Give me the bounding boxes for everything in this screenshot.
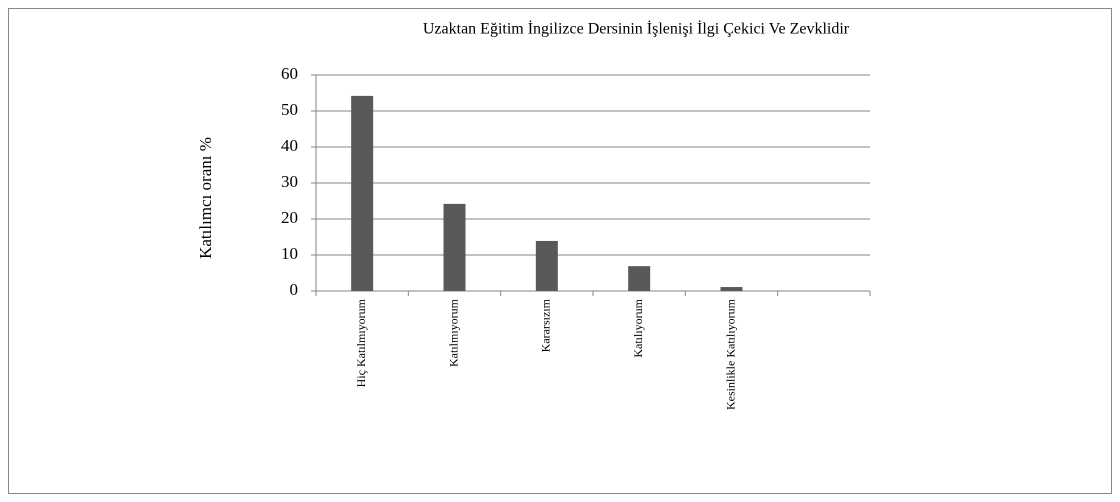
x-tick-label: Hiç Katılmıyorum	[354, 298, 368, 387]
y-tick-label: 10	[281, 244, 298, 263]
x-tick-label: Kesinlikle Katılıyorum	[723, 298, 737, 410]
bar	[628, 266, 651, 291]
bar	[535, 240, 558, 291]
bar	[351, 95, 374, 291]
chart-title: Uzaktan Eğitim İngilizce Dersinin İşleni…	[423, 20, 850, 38]
x-tick-label: Katılıyorum	[631, 298, 645, 357]
y-tick-label: 0	[290, 280, 299, 299]
y-tick-label: 60	[281, 64, 298, 83]
bar	[443, 203, 466, 291]
x-tick-label: Katılmıyorum	[446, 298, 460, 367]
bar	[720, 287, 743, 291]
y-axis-label: Katılımcı oranı %	[196, 137, 215, 259]
y-tick-label: 30	[281, 172, 298, 191]
chart-border	[8, 8, 1112, 494]
y-tick-label: 20	[281, 208, 298, 227]
y-tick-label: 50	[281, 100, 298, 119]
y-tick-label: 40	[281, 136, 298, 155]
x-tick-label: Kararsızım	[539, 298, 553, 352]
